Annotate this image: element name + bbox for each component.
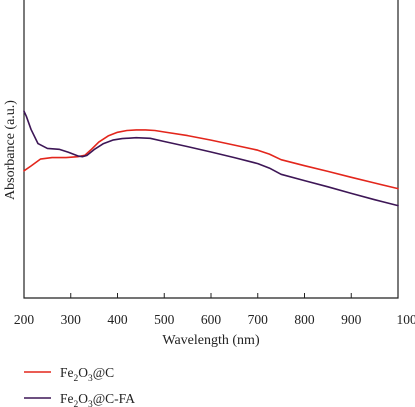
x-tick-label: 600	[201, 312, 222, 327]
x-tick-label: 800	[294, 312, 315, 327]
x-tick-label: 400	[107, 312, 128, 327]
legend-label: Fe2O3@C	[60, 365, 114, 384]
x-tick-label: 900	[341, 312, 362, 327]
series-line-1	[23, 129, 399, 190]
legend: Fe2O3@C Fe2O3@C-FA	[24, 365, 135, 407]
x-axis-title: Wavelength (nm)	[162, 333, 260, 348]
series-lines	[23, 110, 399, 207]
legend-label: Fe2O3@C-FA	[60, 391, 135, 407]
axes	[23, 0, 399, 299]
x-tick-label: 700	[248, 312, 269, 327]
x-tick-label: 200	[14, 312, 35, 327]
x-axis-ticks: 200 300 400 500 600 700 800 900 1000	[14, 293, 415, 327]
x-tick-label: 500	[154, 312, 175, 327]
series-line-2	[23, 110, 399, 207]
x-tick-label: 300	[61, 312, 82, 327]
y-axis-title: Absorbance (a.u.)	[3, 100, 18, 200]
plot-frame	[23, 0, 399, 299]
x-tick-label: 1000	[397, 312, 415, 327]
